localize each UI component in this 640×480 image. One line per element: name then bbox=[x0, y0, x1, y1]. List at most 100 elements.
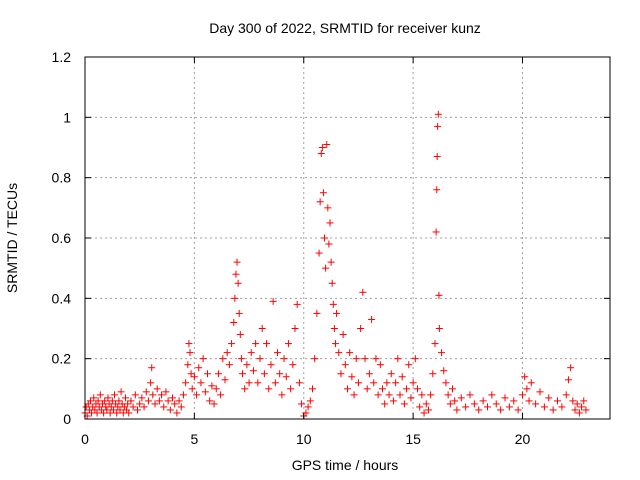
data-point bbox=[359, 288, 367, 296]
data-point bbox=[422, 400, 430, 408]
data-point bbox=[263, 340, 271, 348]
data-point bbox=[582, 406, 590, 414]
data-point bbox=[434, 122, 442, 130]
data-point bbox=[525, 397, 533, 405]
data-point bbox=[149, 391, 157, 399]
data-point bbox=[140, 403, 148, 411]
data-point bbox=[432, 228, 440, 236]
data-point bbox=[385, 391, 393, 399]
data-point bbox=[228, 340, 236, 348]
data-point bbox=[199, 355, 207, 363]
data-point bbox=[331, 340, 339, 348]
y-axis-label: SRMTID / TECUs bbox=[4, 183, 20, 293]
data-point bbox=[208, 382, 216, 390]
data-point bbox=[125, 409, 133, 417]
data-point bbox=[249, 367, 257, 375]
data-point bbox=[131, 391, 139, 399]
data-point bbox=[221, 376, 229, 384]
data-point bbox=[212, 385, 220, 393]
data-point bbox=[313, 309, 321, 317]
data-point bbox=[409, 379, 417, 387]
data-point bbox=[86, 397, 94, 405]
data-point bbox=[444, 391, 452, 399]
data-point bbox=[124, 400, 132, 408]
data-point bbox=[519, 391, 526, 399]
data-point bbox=[379, 385, 386, 393]
data-point bbox=[567, 364, 575, 372]
data-point bbox=[247, 349, 255, 357]
data-point bbox=[309, 385, 316, 393]
data-point bbox=[352, 355, 360, 363]
data-point bbox=[418, 391, 426, 399]
data-point bbox=[466, 391, 474, 399]
data-point bbox=[280, 355, 288, 363]
data-point bbox=[148, 364, 156, 372]
data-point bbox=[414, 385, 421, 393]
data-point bbox=[231, 294, 239, 302]
data-point bbox=[333, 309, 341, 317]
data-point bbox=[564, 376, 572, 384]
data-point bbox=[276, 370, 284, 378]
data-point bbox=[193, 391, 201, 399]
data-point bbox=[234, 279, 242, 287]
data-point bbox=[578, 403, 586, 411]
data-point bbox=[354, 379, 362, 387]
data-point bbox=[201, 388, 209, 396]
data-point bbox=[405, 361, 413, 369]
data-point bbox=[475, 406, 483, 414]
data-point bbox=[289, 361, 297, 369]
data-point bbox=[177, 403, 185, 411]
data-point bbox=[151, 400, 159, 408]
data-point bbox=[365, 370, 373, 378]
data-point bbox=[96, 391, 104, 399]
data-point bbox=[136, 400, 144, 408]
data-point bbox=[479, 397, 487, 405]
data-point bbox=[315, 249, 323, 257]
data-point bbox=[545, 394, 553, 402]
data-point bbox=[416, 403, 424, 411]
data-point bbox=[267, 361, 275, 369]
data-point bbox=[113, 409, 121, 417]
data-point bbox=[440, 367, 448, 375]
data-point bbox=[337, 370, 345, 378]
data-point bbox=[302, 409, 310, 417]
data-point bbox=[108, 397, 116, 405]
data-point bbox=[329, 300, 337, 308]
data-point bbox=[169, 394, 176, 402]
data-point bbox=[344, 385, 351, 393]
data-point bbox=[324, 204, 332, 212]
data-point bbox=[164, 397, 172, 405]
data-point bbox=[90, 394, 98, 402]
data-point bbox=[195, 364, 203, 372]
data-point bbox=[144, 397, 152, 405]
data-point bbox=[411, 355, 419, 363]
data-point bbox=[304, 403, 312, 411]
x-tick-label: 15 bbox=[405, 431, 421, 447]
x-axis-label: GPS time / hours bbox=[292, 457, 399, 473]
data-point bbox=[488, 391, 496, 399]
data-point bbox=[239, 370, 246, 378]
data-point bbox=[554, 397, 561, 405]
data-point bbox=[326, 219, 334, 227]
data-point bbox=[235, 309, 243, 317]
data-point bbox=[225, 361, 233, 369]
data-point bbox=[160, 403, 168, 411]
data-point bbox=[274, 349, 281, 357]
data-point bbox=[497, 406, 505, 414]
data-point bbox=[400, 400, 408, 408]
data-point bbox=[103, 406, 111, 414]
data-points bbox=[81, 110, 590, 420]
data-point bbox=[111, 391, 119, 399]
data-point bbox=[94, 397, 102, 405]
data-point bbox=[190, 373, 198, 381]
y-tick-label: 0 bbox=[63, 411, 71, 427]
data-point bbox=[394, 355, 402, 363]
data-point bbox=[434, 110, 442, 118]
data-point bbox=[134, 406, 141, 414]
data-point bbox=[197, 379, 205, 387]
data-point bbox=[138, 394, 146, 402]
data-point bbox=[317, 150, 325, 158]
data-point bbox=[492, 400, 500, 408]
data-point bbox=[446, 400, 454, 408]
